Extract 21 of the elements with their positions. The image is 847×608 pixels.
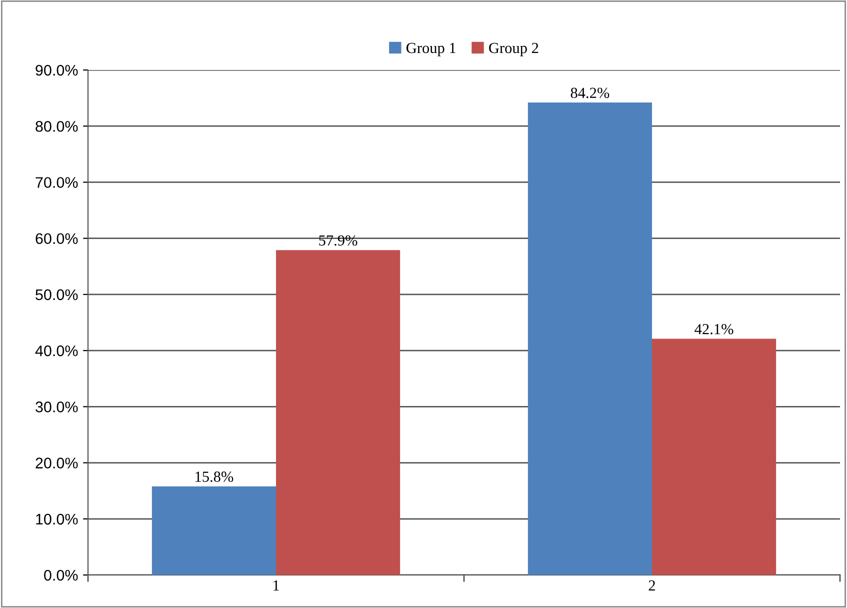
- y-tick-label: 20.0%: [36, 458, 78, 468]
- y-tick-label: 10.0%: [36, 514, 78, 525]
- data-label: 42.1%: [694, 324, 734, 334]
- data-label: 15.8%: [196, 472, 234, 482]
- bar: [528, 102, 652, 575]
- bar: [152, 486, 276, 575]
- bar: [276, 250, 400, 575]
- y-tick-label: 80.0%: [36, 120, 78, 132]
- y-tick-label: 40.0%: [35, 345, 78, 356]
- x-tick-label: 1: [274, 580, 279, 590]
- y-tick-label: 0.0%: [44, 570, 78, 581]
- x-tick-label: 2: [648, 580, 655, 590]
- y-tick-label: 50.0%: [36, 289, 78, 300]
- data-label: 84.2%: [570, 88, 610, 98]
- y-tick-label: 60.0%: [36, 233, 78, 244]
- y-tick-label: 30.0%: [36, 402, 78, 412]
- legend-label: Group 1: [406, 42, 456, 56]
- bar: [652, 338, 776, 575]
- y-tick-label: 70.0%: [36, 177, 78, 188]
- y-tick-label: 90.0%: [36, 64, 78, 76]
- legend-label: Group 2: [489, 42, 538, 56]
